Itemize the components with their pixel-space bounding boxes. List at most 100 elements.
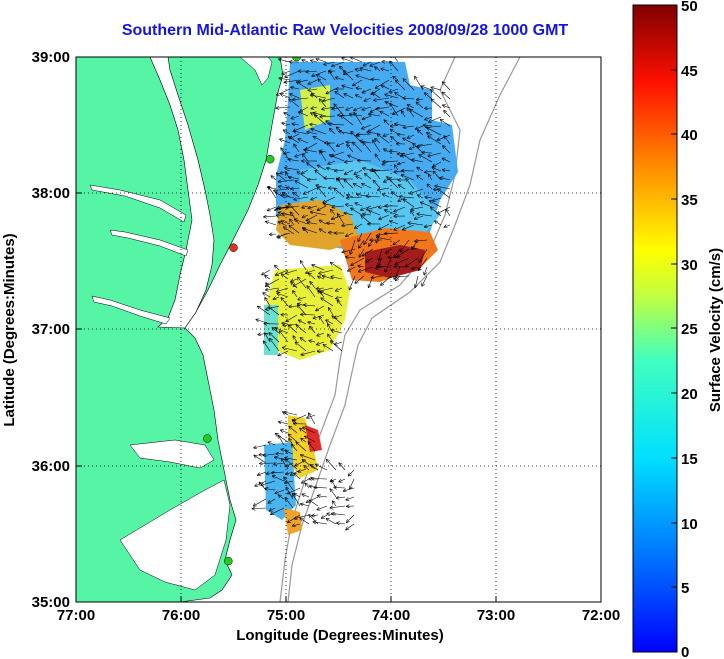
x-tick-label: 74:00	[372, 607, 410, 624]
velocity-arrow	[363, 142, 372, 153]
velocity-arrow	[291, 279, 298, 281]
velocity-arrow	[428, 152, 442, 156]
velocity-arrow	[331, 263, 343, 271]
velocity-arrow	[381, 69, 390, 72]
velocity-arrow	[339, 463, 346, 471]
velocity-arrow	[383, 134, 390, 136]
velocity-arrow	[379, 248, 383, 261]
velocity-arrow	[271, 507, 285, 514]
velocity-arrow	[306, 71, 318, 72]
velocity-arrow	[291, 469, 301, 475]
x-tick-label: 76:00	[162, 607, 200, 624]
velocity-arrow	[414, 215, 424, 219]
velocity-arrow	[355, 275, 365, 283]
velocity-arrow	[288, 487, 301, 494]
velocity-arrow	[330, 129, 336, 135]
velocity-arrow	[292, 445, 298, 452]
velocity-arrow	[298, 139, 309, 144]
velocity-arrow	[419, 248, 428, 263]
velocity-arrow	[313, 113, 327, 117]
velocity-arrow	[311, 479, 328, 480]
velocity-arrow	[254, 444, 267, 448]
velocity-arrow	[443, 82, 451, 91]
velocity-arrow	[362, 184, 372, 189]
velocity-arrow	[431, 208, 442, 217]
velocity-arrow	[328, 143, 336, 153]
velocity-arrow	[289, 427, 298, 434]
velocity-arrow	[332, 61, 345, 66]
station-marker	[203, 434, 212, 443]
velocity-arrow	[282, 274, 289, 280]
velocity-arrow	[289, 439, 294, 446]
rappahannock-river	[109, 229, 189, 257]
velocity-arrow	[332, 106, 345, 109]
velocity-arrow	[302, 478, 310, 483]
velocity-arrow	[390, 151, 399, 152]
colorbar-tick-label: 40	[681, 127, 698, 144]
velocity-arrow	[429, 201, 442, 208]
velocity-arrow	[327, 460, 337, 471]
velocity-arrow	[377, 266, 392, 267]
velocity-arrow	[262, 269, 271, 275]
velocity-arrow	[358, 266, 374, 272]
velocity-arrow	[305, 142, 318, 150]
velocity-arrow	[363, 248, 374, 256]
station-marker	[229, 243, 238, 252]
velocity-arrow	[312, 265, 325, 271]
velocity-arrow	[316, 288, 325, 289]
velocity-arrow	[345, 161, 354, 162]
velocity-arrow	[276, 269, 289, 275]
velocity-arrow	[344, 180, 354, 189]
y-tick-label: 35:00	[32, 594, 70, 611]
velocity-arrow	[330, 155, 345, 162]
velocity-arrow	[309, 341, 316, 342]
velocity-arrow	[355, 203, 363, 207]
colorbar-tick-label: 5	[681, 580, 689, 597]
velocity-arrow	[425, 197, 433, 198]
velocity-arrow	[301, 504, 310, 506]
velocity-arrow	[444, 225, 451, 227]
velocity-arrow	[307, 286, 316, 298]
velocity-arrow	[408, 223, 424, 226]
velocity-arrow	[268, 442, 276, 446]
velocity-arrow	[371, 276, 383, 278]
velocity-arrow	[319, 269, 334, 274]
velocity-arrow	[329, 233, 336, 234]
velocity-arrow	[277, 173, 286, 181]
velocity-arrow	[353, 142, 363, 153]
velocity-arrow	[299, 320, 307, 325]
velocity-arrow	[425, 93, 433, 100]
velocity-arrow	[285, 458, 298, 461]
velocity-arrow	[293, 193, 300, 198]
velocity-arrow	[336, 287, 343, 291]
velocity-arrow	[281, 94, 291, 99]
velocity-arrow	[349, 275, 356, 290]
velocity-arrow	[373, 170, 390, 171]
chesapeake-bay	[149, 57, 215, 329]
velocity-arrow	[417, 214, 433, 217]
velocity-arrow	[307, 132, 318, 135]
velocity-arrow	[342, 86, 354, 90]
velocity-arrow	[383, 194, 390, 198]
velocity-arrow	[388, 257, 401, 258]
velocity-vectors	[252, 57, 451, 530]
velocity-arrow	[412, 267, 419, 269]
velocity-arrow	[298, 277, 307, 289]
colorbar-tick-label: 25	[681, 321, 698, 338]
velocity-arrow	[332, 151, 345, 156]
velocity-arrow	[336, 297, 343, 299]
colorbar-tick-label: 20	[681, 386, 698, 403]
velocity-arrow	[290, 94, 300, 99]
velocity-arrow	[396, 80, 406, 91]
velocity-arrow	[415, 240, 428, 241]
velocity-arrow	[337, 214, 345, 225]
velocity-arrow	[281, 430, 289, 434]
velocity-arrow	[331, 341, 343, 352]
velocity-arrow	[442, 158, 451, 163]
velocity-arrow	[353, 184, 363, 189]
velocity-arrow	[270, 234, 277, 235]
velocity-arrow	[273, 297, 280, 299]
velocity-arrow	[296, 442, 307, 452]
velocity-arrow	[289, 306, 298, 307]
